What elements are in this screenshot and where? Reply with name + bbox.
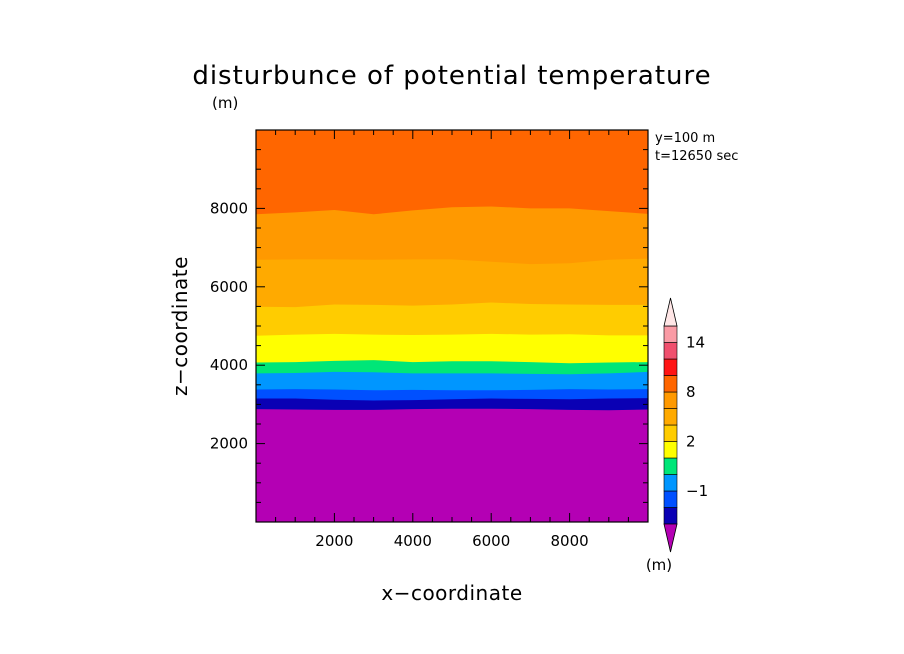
colorbar-extend-bottom [663,523,678,553]
x-tick-label: 8000 [551,532,589,550]
x-tick-labels: 2000 4000 6000 8000 [315,532,588,550]
y-tick-label: 6000 [210,278,248,296]
y-tick-label: 2000 [210,435,248,453]
colorbar [663,297,678,553]
annotation-time: t=12650 sec [655,149,738,164]
colorbar-tick-label: −1 [686,482,708,500]
y-tick-label: 8000 [210,199,248,217]
colorbar-segment [663,358,678,376]
colorbar-segment [663,457,678,475]
y-tick-label: 4000 [210,356,248,374]
y-axis-label: z−coordinate [168,256,192,396]
y-unit-label: (m) [212,94,238,112]
colorbar-segment [663,408,678,426]
colorbar-segment [663,490,678,508]
colorbar-segment [663,424,678,442]
chart-title: disturbunce of potential temperature [192,61,711,91]
colorbar-segment [663,474,678,492]
colorbar-segment [663,375,678,393]
colorbar-unit-label: (m) [646,556,672,574]
colorbar-tick-labels: −1 2 8 14 [686,334,708,501]
y-tick-labels: 2000 4000 6000 8000 [210,199,248,452]
annotation-y-position: y=100 m [655,131,715,146]
colorbar-segment [663,441,678,459]
colorbar-segment [663,507,678,525]
colorbar-extend-top [663,297,678,327]
colorbar-tick-label: 8 [686,383,696,401]
x-tick-label: 2000 [315,532,353,550]
contour-fill-layer [256,130,648,522]
x-tick-label: 4000 [394,532,432,550]
colorbar-tick-label: 14 [686,334,705,352]
x-tick-label: 6000 [472,532,510,550]
colorbar-segment [663,325,678,343]
band-above-level-8 [256,130,648,215]
axis-ticks [256,130,648,522]
colorbar-segment [663,391,678,409]
colorbar-segment [663,342,678,360]
x-axis-label: x−coordinate [381,581,522,605]
colorbar-tick-label: 2 [686,433,696,451]
